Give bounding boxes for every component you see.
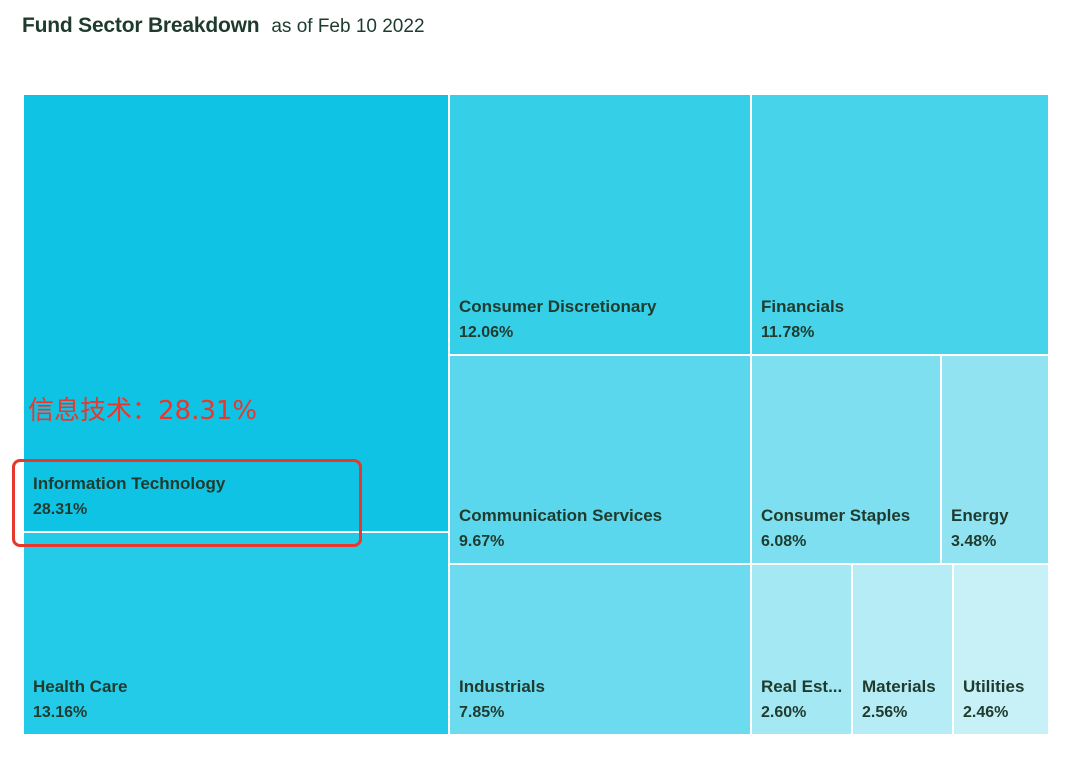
tile-value: 9.67% <box>459 533 505 550</box>
chart-header: Fund Sector Breakdown as of Feb 10 2022 <box>22 14 425 38</box>
tile-name: Energy <box>951 506 1009 525</box>
treemap-tile-health-care: Health Care 13.16% <box>23 532 449 735</box>
tile-label: Communication Services 9.67% <box>459 503 746 555</box>
tile-name: Information Technology <box>33 474 226 493</box>
as-of-date: as of Feb 10 2022 <box>271 16 425 37</box>
tile-label: Financials 11.78% <box>761 294 1044 346</box>
tile-label: Information Technology 28.31% <box>33 471 444 523</box>
treemap-tile-energy: Energy 3.48% <box>941 355 1049 564</box>
tile-name: Communication Services <box>459 506 663 525</box>
tile-value: 2.56% <box>862 704 908 721</box>
chart-title: Fund Sector Breakdown <box>22 14 260 37</box>
tile-value: 13.16% <box>33 704 88 721</box>
treemap-tile-real-estate: Real Est... 2.60% <box>751 564 852 735</box>
tile-name: Real Est... <box>761 677 843 696</box>
tile-label: Industrials 7.85% <box>459 674 746 726</box>
treemap-tile-information-technology: Information Technology 28.31% <box>23 94 449 532</box>
tile-name: Health Care <box>33 677 128 696</box>
tile-value: 6.08% <box>761 533 807 550</box>
tile-value: 2.46% <box>963 704 1009 721</box>
treemap-tile-consumer-staples: Consumer Staples 6.08% <box>751 355 941 564</box>
tile-name: Consumer Discretionary <box>459 297 657 316</box>
treemap-tile-consumer-discretionary: Consumer Discretionary 12.06% <box>449 94 751 355</box>
tile-value: 11.78% <box>761 324 815 341</box>
tile-label: Health Care 13.16% <box>33 674 444 726</box>
tile-value: 7.85% <box>459 704 505 721</box>
tile-name: Financials <box>761 297 845 316</box>
tile-name: Materials <box>862 677 936 696</box>
tile-label: Materials 2.56% <box>862 674 948 726</box>
treemap-tile-materials: Materials 2.56% <box>852 564 953 735</box>
tile-label: Consumer Staples 6.08% <box>761 503 936 555</box>
tile-label: Utilities 2.46% <box>963 674 1044 726</box>
tile-label: Energy 3.48% <box>951 503 1044 555</box>
tile-value: 2.60% <box>761 704 807 721</box>
treemap-tile-communication-services: Communication Services 9.67% <box>449 355 751 564</box>
treemap-tile-utilities: Utilities 2.46% <box>953 564 1049 735</box>
tile-name: Industrials <box>459 677 545 696</box>
treemap-tile-financials: Financials 11.78% <box>751 94 1049 355</box>
tile-name: Consumer Staples <box>761 506 911 525</box>
tile-name: Utilities <box>963 677 1025 696</box>
annotation-text: 信息技术：28.31% <box>28 396 258 426</box>
treemap-tile-industrials: Industrials 7.85% <box>449 564 751 735</box>
tile-label: Real Est... 2.60% <box>761 674 847 726</box>
tile-value: 12.06% <box>459 324 514 341</box>
tile-value: 3.48% <box>951 533 997 550</box>
tile-label: Consumer Discretionary 12.06% <box>459 294 746 346</box>
tile-value: 28.31% <box>33 501 88 518</box>
